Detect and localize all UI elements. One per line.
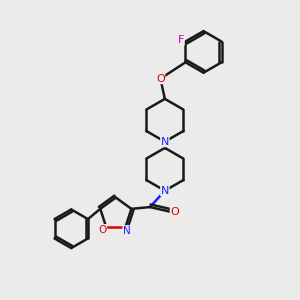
Text: O: O (156, 74, 165, 84)
Text: O: O (98, 224, 107, 235)
Text: N: N (161, 186, 169, 196)
Text: N: N (161, 137, 169, 147)
Text: F: F (178, 35, 184, 45)
Text: N: N (123, 226, 131, 236)
Text: O: O (170, 206, 179, 217)
